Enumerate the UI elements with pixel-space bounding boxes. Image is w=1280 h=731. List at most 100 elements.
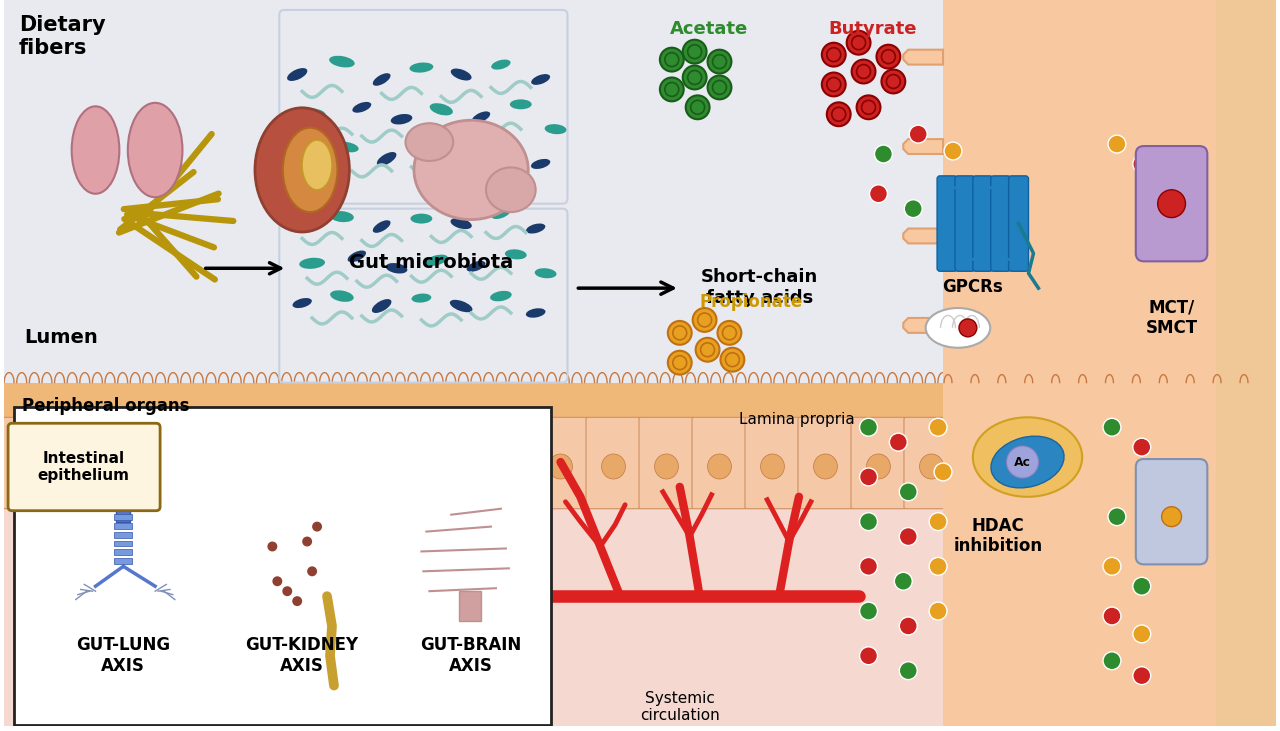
Ellipse shape	[287, 216, 308, 226]
Ellipse shape	[372, 73, 390, 86]
Ellipse shape	[287, 68, 307, 81]
Ellipse shape	[300, 258, 325, 269]
Ellipse shape	[284, 454, 307, 479]
Circle shape	[846, 31, 870, 55]
Text: GUT-BRAIN
AXIS: GUT-BRAIN AXIS	[420, 636, 522, 675]
FancyBboxPatch shape	[957, 417, 1012, 509]
Circle shape	[945, 142, 963, 160]
Circle shape	[822, 72, 846, 96]
Ellipse shape	[372, 220, 390, 233]
Ellipse shape	[454, 151, 477, 164]
Circle shape	[292, 596, 302, 606]
Ellipse shape	[509, 99, 531, 110]
Ellipse shape	[443, 454, 466, 479]
Ellipse shape	[1079, 454, 1102, 479]
FancyBboxPatch shape	[1116, 417, 1171, 509]
FancyBboxPatch shape	[692, 417, 748, 509]
Text: Lamina propria: Lamina propria	[740, 412, 855, 428]
Ellipse shape	[449, 300, 472, 312]
Ellipse shape	[72, 106, 119, 194]
Ellipse shape	[410, 63, 434, 72]
FancyBboxPatch shape	[56, 417, 111, 509]
Circle shape	[860, 512, 878, 531]
Circle shape	[1133, 625, 1151, 643]
Circle shape	[869, 185, 887, 202]
Circle shape	[1133, 155, 1151, 173]
Text: Short-chain
fatty acids: Short-chain fatty acids	[700, 268, 818, 307]
Ellipse shape	[526, 224, 545, 233]
Circle shape	[900, 528, 918, 545]
FancyBboxPatch shape	[8, 423, 160, 511]
Polygon shape	[904, 318, 943, 333]
Ellipse shape	[430, 103, 453, 115]
FancyBboxPatch shape	[937, 176, 957, 271]
FancyBboxPatch shape	[639, 417, 694, 509]
FancyBboxPatch shape	[1135, 459, 1207, 564]
FancyBboxPatch shape	[955, 176, 975, 271]
FancyBboxPatch shape	[215, 417, 270, 509]
Bar	[114, 523, 132, 529]
Circle shape	[851, 60, 876, 83]
Circle shape	[904, 200, 922, 218]
Bar	[114, 514, 132, 520]
Ellipse shape	[416, 145, 436, 154]
Circle shape	[827, 102, 851, 126]
Text: Acetate: Acetate	[669, 20, 748, 38]
Bar	[943, 0, 1276, 727]
Bar	[460, 591, 481, 621]
FancyBboxPatch shape	[1062, 417, 1117, 509]
Circle shape	[1103, 418, 1121, 436]
Text: Propionate: Propionate	[700, 293, 803, 311]
Ellipse shape	[504, 249, 526, 260]
Bar	[114, 531, 132, 537]
Ellipse shape	[654, 454, 678, 479]
FancyBboxPatch shape	[109, 417, 164, 509]
Ellipse shape	[495, 454, 520, 479]
Ellipse shape	[376, 152, 397, 166]
Ellipse shape	[230, 454, 255, 479]
Ellipse shape	[293, 298, 312, 308]
Circle shape	[900, 617, 918, 635]
Ellipse shape	[490, 291, 512, 301]
FancyBboxPatch shape	[904, 417, 959, 509]
FancyBboxPatch shape	[532, 417, 588, 509]
Circle shape	[1108, 508, 1126, 526]
Ellipse shape	[425, 254, 448, 266]
FancyBboxPatch shape	[1169, 417, 1224, 509]
Text: Ac: Ac	[1014, 455, 1030, 469]
Ellipse shape	[1025, 454, 1050, 479]
Ellipse shape	[919, 454, 943, 479]
FancyBboxPatch shape	[1009, 176, 1029, 271]
FancyBboxPatch shape	[268, 417, 323, 509]
Circle shape	[929, 512, 947, 531]
FancyBboxPatch shape	[745, 417, 800, 509]
FancyBboxPatch shape	[480, 417, 535, 509]
Polygon shape	[904, 50, 943, 64]
Ellipse shape	[451, 69, 471, 80]
Bar	[116, 467, 131, 522]
Circle shape	[877, 45, 900, 69]
Circle shape	[909, 125, 927, 143]
Ellipse shape	[535, 268, 557, 279]
Text: GUT-LUNG
AXIS: GUT-LUNG AXIS	[77, 636, 170, 675]
Ellipse shape	[352, 102, 371, 113]
Ellipse shape	[492, 208, 511, 219]
Ellipse shape	[602, 454, 626, 479]
Circle shape	[692, 308, 717, 332]
Circle shape	[1103, 558, 1121, 575]
Circle shape	[1108, 135, 1126, 153]
Ellipse shape	[337, 454, 361, 479]
Ellipse shape	[255, 107, 349, 232]
Ellipse shape	[385, 263, 407, 273]
Ellipse shape	[526, 308, 545, 318]
Ellipse shape	[531, 159, 550, 169]
Circle shape	[1138, 523, 1156, 540]
Circle shape	[1133, 667, 1151, 685]
Bar	[1216, 0, 1276, 727]
Text: HDAC
inhibition: HDAC inhibition	[954, 517, 1042, 556]
Circle shape	[668, 351, 691, 374]
FancyBboxPatch shape	[991, 176, 1011, 271]
Circle shape	[900, 662, 918, 680]
Ellipse shape	[413, 120, 529, 219]
Text: MCT/
SMCT: MCT/ SMCT	[1146, 298, 1198, 337]
